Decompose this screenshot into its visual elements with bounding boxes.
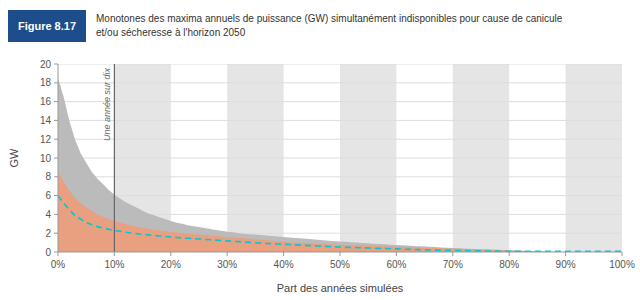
x-tick-label: 10%	[104, 259, 124, 270]
title-line: Monotones des maxima annuels de puissanc…	[96, 13, 563, 24]
vline-label: Une année sur dix	[102, 68, 112, 142]
grid-line	[58, 158, 622, 159]
y-tick	[54, 176, 58, 177]
x-tick	[622, 252, 623, 256]
grid-line	[58, 176, 622, 177]
x-tick-label: 80%	[499, 259, 519, 270]
x-tick-label: 0%	[51, 259, 66, 270]
y-tick	[54, 195, 58, 196]
x-tick-label: 50%	[330, 259, 350, 270]
plot-area	[58, 64, 622, 252]
title-box-text: Figure 8.17	[18, 20, 76, 32]
grid-line	[58, 195, 622, 196]
title-line: et/ou sécheresse à l'horizon 2050	[96, 27, 246, 38]
chart: Figure 8.17 Monotones des maxima annuels …	[0, 0, 640, 300]
x-tick-label: 100%	[609, 259, 635, 270]
grid-line	[58, 82, 622, 83]
x-tick-label: 90%	[556, 259, 576, 270]
y-tick-label: 12	[40, 134, 52, 145]
x-tick	[170, 252, 171, 256]
plot-background	[58, 64, 622, 252]
x-tick	[283, 252, 284, 256]
x-tick	[114, 252, 115, 256]
title-box	[8, 10, 86, 42]
x-tick-label: 30%	[217, 259, 237, 270]
x-tick	[227, 252, 228, 256]
y-axis-label: GW	[8, 148, 20, 168]
y-tick-label: 14	[40, 115, 52, 126]
x-tick	[452, 252, 453, 256]
x-tick	[340, 252, 341, 256]
y-tick-label: 20	[40, 59, 52, 70]
x-tick-label: 70%	[443, 259, 463, 270]
x-tick	[565, 252, 566, 256]
y-tick-label: 2	[45, 228, 51, 239]
y-tick-label: 10	[40, 153, 52, 164]
area-band	[58, 78, 622, 252]
x-tick	[58, 252, 59, 256]
line	[58, 196, 622, 252]
title: Monotones des maxima annuels de puissanc…	[96, 13, 563, 38]
grid-line	[58, 101, 622, 102]
area-band	[58, 172, 622, 252]
x-axis-label: Part des années simulées	[277, 282, 404, 294]
y-tick	[54, 64, 58, 65]
y-tick	[54, 101, 58, 102]
y-tick	[54, 252, 58, 253]
y-tick-label: 0	[45, 247, 51, 258]
vline	[114, 64, 115, 252]
y-tick-label: 8	[45, 171, 51, 182]
grid-line	[58, 139, 622, 140]
y-tick	[54, 158, 58, 159]
grid-line	[58, 252, 622, 253]
x-tick	[396, 252, 397, 256]
y-tick	[54, 214, 58, 215]
y-tick-label: 16	[40, 96, 52, 107]
x-tick-label: 20%	[161, 259, 181, 270]
y-tick	[54, 233, 58, 234]
y-tick	[54, 120, 58, 121]
y-tick	[54, 139, 58, 140]
x-tick-label: 40%	[274, 259, 294, 270]
y-tick-label: 6	[45, 190, 51, 201]
y-tick-label: 18	[40, 77, 52, 88]
x-tick	[509, 252, 510, 256]
x-tick-label: 60%	[386, 259, 406, 270]
y-tick	[54, 82, 58, 83]
y-tick-label: 4	[45, 209, 51, 220]
grid-line	[58, 64, 622, 65]
grid-line	[58, 120, 622, 121]
